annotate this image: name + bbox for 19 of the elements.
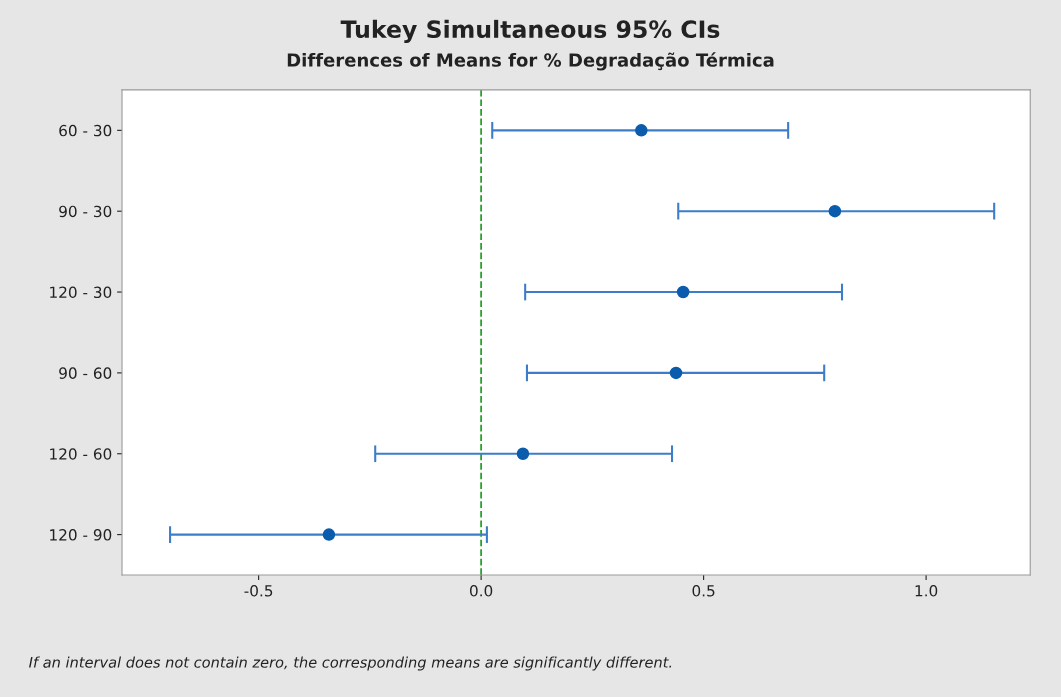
y-tick-label: 120 - 60 bbox=[50, 448, 112, 460]
text: If an interval does not contain zero, the corresponding means are significantly different. bbox=[29, 656, 672, 671]
point bbox=[669, 366, 683, 380]
chart-title: Tukey Simultaneous 95% CIs bbox=[340, 19, 720, 43]
point bbox=[516, 447, 530, 460]
y-tick-label: 120 - 30 bbox=[50, 286, 112, 299]
chart-subtitle: Differences of Means for % Degradação Térmica bbox=[287, 52, 774, 71]
y-tick-label: 90 - 60 bbox=[59, 367, 112, 379]
x-tick-label: 1.0 bbox=[915, 585, 938, 597]
x-tick-label: -0.5 bbox=[244, 585, 273, 597]
point bbox=[828, 204, 842, 218]
y-tick-label: 60 - 30 bbox=[59, 124, 112, 137]
point bbox=[635, 124, 648, 137]
point bbox=[676, 285, 690, 299]
point bbox=[322, 528, 336, 541]
y-tick-label: 90 - 30 bbox=[59, 205, 112, 218]
x-tick-label: 0.0 bbox=[469, 585, 493, 597]
y-tick-label: 120 - 90 bbox=[50, 529, 112, 541]
x-tick-label: 0.5 bbox=[692, 585, 715, 597]
